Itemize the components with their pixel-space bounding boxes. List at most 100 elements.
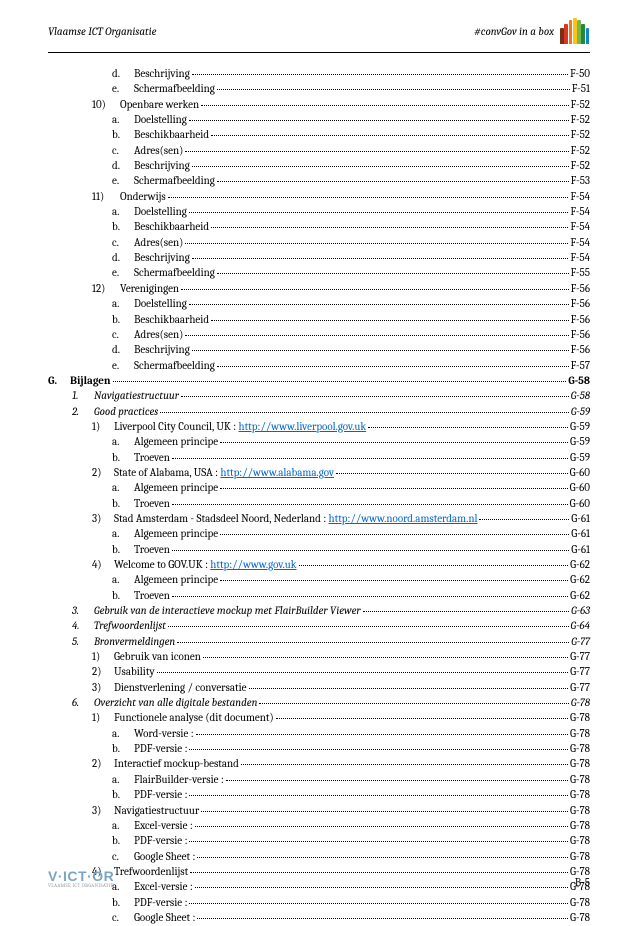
logo-subtitle: VLAAMSE ICT ORGANISATIE	[48, 883, 114, 889]
toc-marker: 4.	[72, 619, 94, 634]
toc-marker: e.	[112, 359, 134, 374]
toc-label: 5.Bronvermeldingen	[72, 635, 175, 650]
toc-entry: e.SchermafbeeldingF-57	[48, 359, 590, 374]
toc-label: b.PDF-versie :	[112, 834, 187, 849]
toc-leader-dots	[336, 473, 568, 474]
toc-entry: b.TroevenG-62	[48, 589, 590, 604]
toc-leader-dots	[479, 519, 569, 520]
toc-label: d.Beschrijving	[112, 159, 190, 174]
toc-entry: 2)State of Alabama, USA : http://www.ala…	[48, 466, 590, 481]
toc-entry: b.BeschikbaarheidF-56	[48, 313, 590, 328]
toc-label: b.PDF-versie :	[112, 788, 187, 803]
toc-entry: d.BeschrijvingF-50	[48, 67, 590, 82]
toc-label: 2)State of Alabama, USA : http://www.ala…	[92, 466, 334, 481]
toc-label: b.PDF-versie :	[112, 742, 187, 757]
toc-entry: 3)NavigatiestructuurG-78	[48, 804, 590, 819]
toc-marker: a.	[112, 205, 134, 220]
toc-page: F-52	[571, 98, 590, 113]
toc-page: G-63	[571, 604, 590, 619]
toc-entry: 1)Functionele analyse (dit document)G-78	[48, 711, 590, 726]
toc-text: PDF-versie :	[134, 834, 187, 847]
toc-label: e.Schermafbeelding	[112, 82, 215, 97]
toc-page: G-78	[570, 773, 590, 788]
toc-page: F-56	[571, 282, 590, 297]
toc-leader-dots	[195, 826, 568, 827]
header-divider	[48, 52, 590, 53]
toc-page: G-78	[570, 819, 590, 834]
toc-entry: 12)VerenigingenF-56	[48, 282, 590, 297]
toc-text: Bronvermeldingen	[94, 635, 175, 648]
toc-page: G-62	[570, 573, 590, 588]
toc-leader-dots	[189, 212, 568, 213]
toc-entry: c.Google Sheet :G-78	[48, 850, 590, 865]
toc-text: Gebruik van iconen	[114, 650, 201, 663]
toc-entry: 4.TrefwoordenlijstG-64	[48, 619, 590, 634]
toc-label: a.Word-versie :	[112, 727, 194, 742]
toc-marker: d.	[112, 251, 134, 266]
header-right-text: #convGov in a box	[474, 25, 554, 38]
toc-link[interactable]: http://www.noord.amsterdam.nl	[329, 512, 478, 525]
toc-marker: 3)	[92, 512, 114, 527]
toc-text: Navigatiestructuur	[114, 804, 199, 817]
toc-leader-dots	[168, 197, 569, 198]
toc-leader-dots	[249, 688, 569, 689]
toc-marker: c.	[112, 144, 134, 159]
toc-leader-dots	[172, 596, 568, 597]
toc-text: Stad Amsterdam - Stadsdeel Noord, Nederl…	[114, 512, 329, 525]
toc-leader-dots	[185, 151, 568, 152]
toc-leader-dots	[185, 243, 568, 244]
toc-text: Schermafbeelding	[134, 174, 215, 187]
toc-marker: b.	[112, 589, 134, 604]
toc-label: e.Schermafbeelding	[112, 266, 215, 281]
toc-marker: c.	[112, 236, 134, 251]
toc-leader-dots	[181, 289, 569, 290]
toc-marker: a.	[112, 819, 134, 834]
toc-label: 3.Gebruik van de interactieve mockup met…	[72, 604, 361, 619]
toc-page: F-57	[571, 359, 590, 374]
toc-leader-dots	[220, 488, 568, 489]
toc-label: a.Doelstelling	[112, 205, 187, 220]
toc-marker: b.	[112, 543, 134, 558]
toc-text: Algemeen principe	[134, 435, 218, 448]
toc-text: Algemeen principe	[134, 573, 218, 586]
toc-text: Welcome to GOV.UK :	[114, 558, 210, 571]
toc-link[interactable]: http://www.gov.uk	[210, 558, 296, 571]
toc-marker: 3)	[92, 804, 114, 819]
toc-marker: 2)	[92, 757, 114, 772]
toc-page: G-62	[570, 558, 590, 573]
toc-entry: 6.Overzicht van alle digitale bestandenG…	[48, 696, 590, 711]
toc-entry: a.Excel-versie :G-78	[48, 819, 590, 834]
toc-leader-dots	[196, 734, 568, 735]
toc-page: F-52	[571, 128, 590, 143]
toc-marker: 1)	[92, 650, 114, 665]
toc-text: Beschrijving	[134, 251, 190, 264]
toc-entry: 2)Interactief mockup-bestandG-78	[48, 757, 590, 772]
toc-marker: a.	[112, 297, 134, 312]
toc-entry: 4)Welcome to GOV.UK : http://www.gov.ukG…	[48, 558, 590, 573]
logo-main: V·ICT·OR	[48, 868, 114, 884]
toc-marker: a.	[112, 573, 134, 588]
toc-label: 11)Onderwijs	[92, 190, 166, 205]
toc-leader-dots	[172, 504, 568, 505]
toc-marker: 1)	[92, 420, 114, 435]
toc-leader-dots	[217, 181, 569, 182]
toc-leader-dots	[113, 381, 567, 382]
toc-marker: b.	[112, 788, 134, 803]
toc-text: Openbare werken	[120, 98, 199, 111]
toc-label: a.Algemeen principe	[112, 527, 218, 542]
toc-link[interactable]: http://www.alabama.gov	[220, 466, 334, 479]
toc-text: Troeven	[134, 543, 170, 556]
toc-link[interactable]: http://www.liverpool.gov.uk	[239, 420, 367, 433]
toc-entry: d.BeschrijvingF-52	[48, 159, 590, 174]
toc-label: 1)Functionele analyse (dit document)	[92, 711, 274, 726]
toc-leader-dots	[220, 442, 568, 443]
toc-text: Trefwoordenlijst	[94, 619, 166, 632]
toc-leader-dots	[220, 580, 568, 581]
toc-leader-dots	[276, 718, 568, 719]
toc-text: Interactief mockup-bestand	[114, 757, 239, 770]
toc-marker: a.	[112, 113, 134, 128]
toc-text: Beschikbaarheid	[134, 128, 209, 141]
toc-text: PDF-versie :	[134, 896, 187, 909]
toc-marker: d.	[112, 67, 134, 82]
toc-leader-dots	[177, 642, 569, 643]
